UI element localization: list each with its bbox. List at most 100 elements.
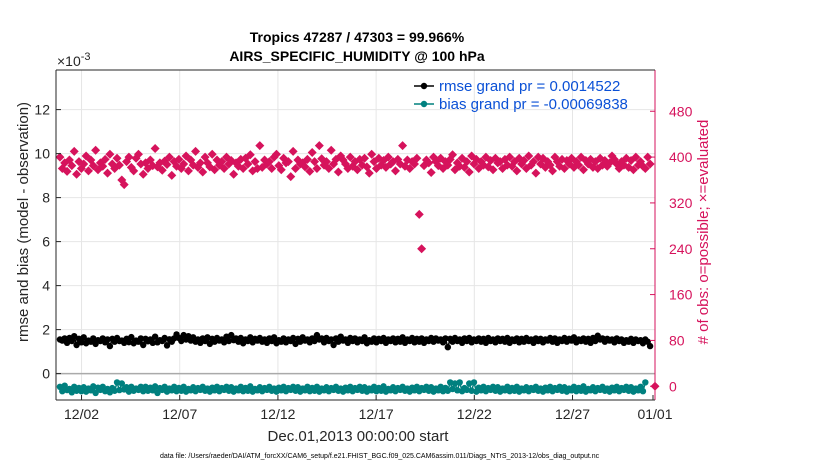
possible-obs-point [129, 166, 139, 176]
y-axis-label-left: rmse and bias (model - observation) [15, 102, 32, 342]
possible-obs-point [352, 165, 362, 175]
rmse-point [137, 335, 145, 342]
possible-obs-point [548, 166, 558, 176]
rmse-point [442, 335, 449, 342]
rmse-point [399, 334, 406, 341]
rmse-point [270, 334, 278, 341]
possible-obs-point [314, 141, 324, 151]
x-tick-label: 12/17 [359, 406, 394, 422]
rmse-point [151, 333, 159, 340]
possible-obs-point [398, 141, 408, 151]
legend-marker-0 [420, 82, 428, 90]
left-tick-label: 8 [42, 190, 50, 206]
rmse-point [163, 342, 171, 349]
possible-obs-point [267, 164, 277, 174]
bias-point [642, 379, 649, 386]
possible-obs-point [310, 157, 320, 167]
x-tick-label: 12/22 [457, 406, 492, 422]
possible-obs-point [414, 209, 424, 219]
possible-obs-point [321, 157, 331, 167]
possible-obs-point [83, 166, 93, 176]
rmse-point [128, 333, 135, 341]
bias-point [180, 383, 187, 390]
possible-obs-point [217, 157, 227, 167]
possible-obs-point [628, 165, 638, 175]
possible-obs-point [364, 168, 374, 178]
rmse-point [444, 344, 452, 351]
possible-obs-point [412, 153, 422, 163]
rmse-point [104, 336, 111, 343]
possible-obs-point [167, 170, 177, 180]
bias-point [380, 383, 387, 390]
possible-obs-point [578, 165, 588, 175]
possible-obs-point [124, 152, 134, 162]
possible-obs-point [100, 154, 110, 164]
rmse-point [73, 341, 80, 349]
rmse-point [206, 340, 214, 348]
possible-obs-point [162, 160, 172, 170]
possible-obs-point [464, 167, 474, 177]
x-axis-label: Dec.01,2013 00:00:00 start [268, 428, 450, 445]
plot-area: 0 2 4 6 8 10 12 0 80 160 240 320 400 480 12/02 12/07 12/… [34, 69, 693, 422]
possible-obs-point [307, 148, 317, 157]
legend-marker-1 [420, 100, 428, 108]
possible-obs-point [640, 164, 650, 174]
possible-obs-point [103, 168, 113, 178]
possible-obs-point [183, 166, 193, 176]
bias-point [463, 386, 471, 394]
bias-point [468, 387, 475, 394]
possible-obs-point [405, 164, 415, 174]
chart-subtitle: AIRS_SPECIFIC_HUMIDITY @ 100 hPa [229, 48, 485, 64]
possible-obs-point [367, 149, 377, 159]
possible-obs-point [528, 157, 538, 167]
possible-obs-point [512, 166, 522, 176]
rmse-point [71, 333, 78, 340]
bias-point [125, 388, 133, 395]
rmse-point [140, 341, 147, 349]
possible-obs-point [574, 160, 584, 170]
rmse-point [225, 337, 233, 345]
left-tick-label: 2 [42, 322, 50, 338]
possible-obs-point [426, 168, 436, 178]
possible-obs-point [138, 169, 148, 179]
possible-obs-point [210, 165, 220, 175]
rmse-point [228, 331, 235, 339]
possible-obs-point [643, 152, 653, 162]
possible-obs-point [112, 153, 122, 163]
possible-obs-point [531, 168, 541, 178]
possible-obs-point [291, 164, 301, 174]
possible-obs-point [324, 164, 334, 174]
possible-obs-point [345, 152, 355, 162]
possible-obs-point [631, 152, 641, 162]
possible-obs-point [67, 161, 77, 171]
bias-point [639, 388, 647, 395]
rmse-point [68, 337, 76, 345]
rmse-point [646, 342, 654, 350]
bias-point [92, 389, 99, 397]
possible-obs-point [79, 159, 89, 169]
bias-point [454, 387, 461, 394]
right-tick-label: 240 [669, 241, 693, 257]
left-tick-label: 10 [34, 146, 50, 162]
right-tick-label: 400 [669, 149, 693, 165]
left-tick-label: 4 [42, 278, 50, 294]
possible-obs-point [150, 143, 160, 153]
possible-obs-point [360, 153, 370, 163]
right-tick-label: 480 [669, 103, 693, 119]
possible-obs-point [119, 180, 129, 190]
possible-obs-point [72, 169, 82, 179]
possible-obs-point [390, 166, 400, 176]
right-tick-label: 80 [669, 332, 685, 348]
possible-obs-point [300, 162, 310, 172]
possible-obs-point [288, 146, 298, 156]
left-tick-label: 6 [42, 234, 50, 250]
rmse-point [78, 339, 85, 346]
possible-obs-point [250, 157, 260, 167]
possible-obs-point [245, 150, 255, 160]
possible-obs-point [488, 165, 498, 175]
possible-obs-point [98, 161, 108, 171]
possible-obs-point [326, 145, 336, 155]
bias-point [154, 389, 161, 397]
possible-obs-point [179, 159, 189, 169]
